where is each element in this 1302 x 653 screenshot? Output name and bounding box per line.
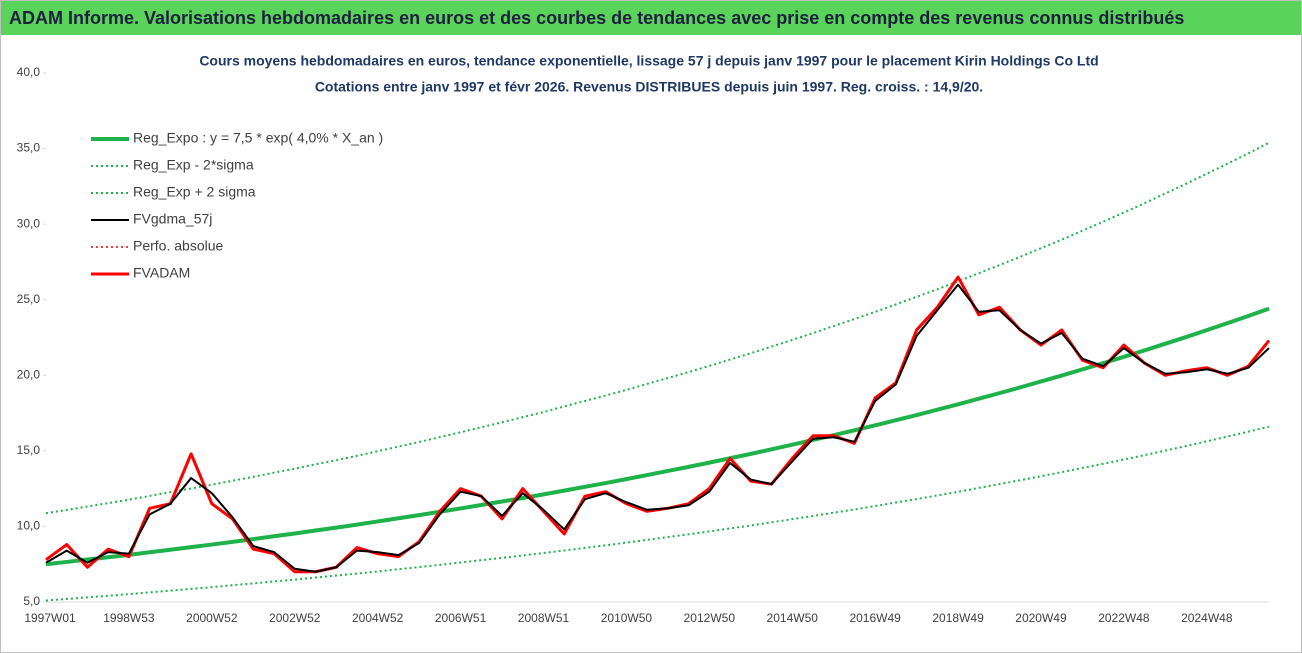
y-tick-label: 5,0 <box>23 594 40 608</box>
x-tick-label: 2000W52 <box>186 611 238 625</box>
y-tick-label: 15,0 <box>17 443 41 457</box>
legend-label: FVADAM <box>133 265 190 281</box>
x-tick-label: 2020W49 <box>1015 611 1067 625</box>
x-tick-label: 2012W50 <box>684 611 736 625</box>
series-line <box>45 306 1270 567</box>
y-tick-label: 20,0 <box>17 367 41 381</box>
x-tick-label: 1997W01 <box>24 611 76 625</box>
y-tick-label: 40,0 <box>17 65 41 79</box>
x-tick-label: 2016W49 <box>849 611 901 625</box>
x-tick-label: 2018W49 <box>932 611 984 625</box>
x-tick-label: 2022W48 <box>1098 611 1150 625</box>
x-tick-label: 2014W50 <box>767 611 819 625</box>
series-line <box>45 276 1270 573</box>
chart: Cours moyens hebdomadaires en euros, ten… <box>17 53 1271 625</box>
chart-subtitle: Cotations entre janv 1997 et févr 2026. … <box>315 79 983 95</box>
series-line <box>45 141 1270 515</box>
x-tick-label: 2010W50 <box>601 611 653 625</box>
y-tick-label: 35,0 <box>17 141 41 155</box>
chart-title: Cours moyens hebdomadaires en euros, ten… <box>199 53 1098 69</box>
x-tick-label: 2008W51 <box>518 611 570 625</box>
x-tick-label: 1998W53 <box>103 611 155 625</box>
header-title: ADAM Informe. Valorisations hebdomadaire… <box>1 1 1301 35</box>
legend-label: Reg_Expo : y = 7,5 * exp( 4,0% * X_an ) <box>133 130 383 146</box>
y-tick-label: 25,0 <box>17 292 41 306</box>
legend-label: Reg_Exp + 2 sigma <box>133 184 256 200</box>
legend-label: Reg_Exp - 2*sigma <box>133 157 254 173</box>
y-tick-label: 30,0 <box>17 216 41 230</box>
series-line <box>45 283 1270 573</box>
legend-label: FVgdma_57j <box>133 211 212 227</box>
x-tick-label: 2004W52 <box>352 611 404 625</box>
x-tick-label: 2002W52 <box>269 611 321 625</box>
x-tick-label: 2024W48 <box>1181 611 1233 625</box>
y-tick-label: 10,0 <box>17 519 41 533</box>
series-line <box>45 275 1271 574</box>
x-tick-label: 2006W51 <box>435 611 487 625</box>
legend-label: Perfo. absolue <box>133 238 223 254</box>
